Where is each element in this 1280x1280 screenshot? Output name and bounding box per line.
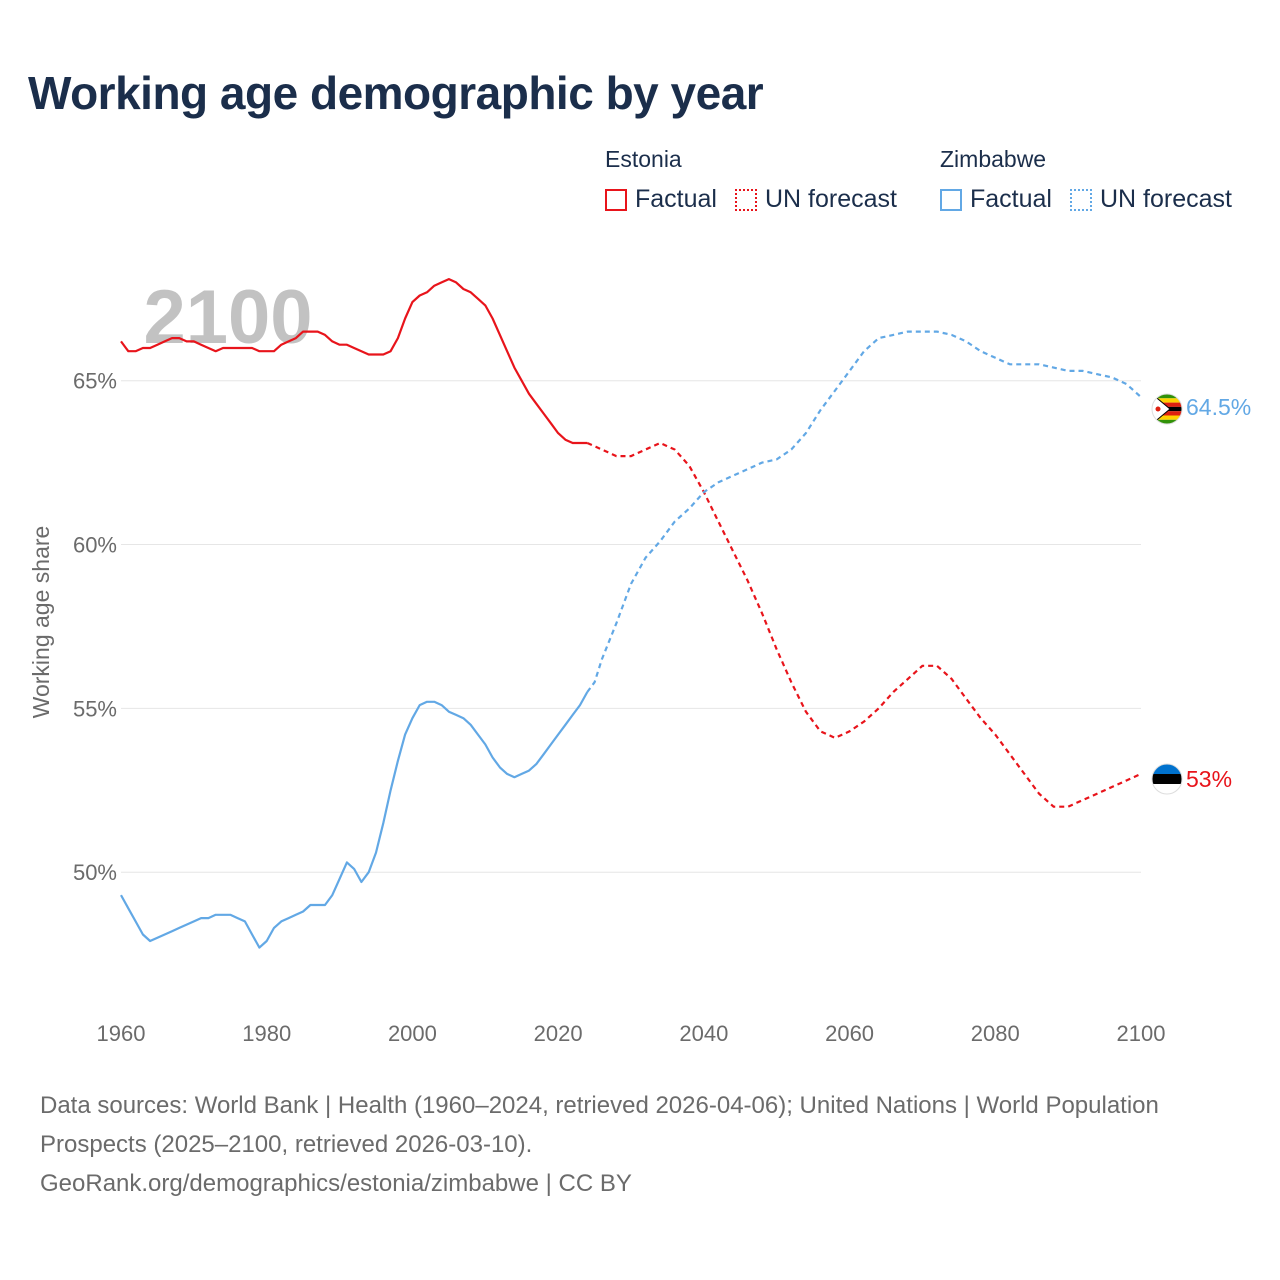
axes: 50% 55% 60% 65% 1960 1980 2000 2020 2040 2060 2080… — [73, 369, 1166, 1046]
x-tick-label-1980: 1980 — [242, 1021, 291, 1046]
year-watermark: 2100 — [143, 275, 312, 360]
end-label-zimbabwe: 64.5% — [1186, 394, 1251, 420]
legend-item-zimbabwe-forecast[interactable]: UN forecast — [1069, 185, 1232, 214]
line-chart: 50% 55% 60% 65% 1960 1980 2000 2020 2040 2060 2080… — [28, 275, 1251, 1046]
legend-swatch-zimbabwe-forecast — [1069, 188, 1092, 211]
y-tick-label-55: 55% — [73, 696, 117, 721]
x-tick-label-2000: 2000 — [388, 1021, 437, 1046]
legend-swatch-estonia-forecast — [734, 188, 757, 211]
legend-label-zimbabwe-forecast: UN forecast — [1099, 185, 1232, 213]
x-tick-label-2020: 2020 — [534, 1021, 583, 1046]
y-tick-label-50: 50% — [73, 860, 117, 885]
y-tick-label-60: 60% — [73, 533, 117, 558]
legend-swatch-estonia-factual — [605, 188, 627, 211]
footer: Data sources: World Bank | Health (1960–… — [40, 1086, 1240, 1203]
legend-label-estonia-factual: Factual — [635, 185, 717, 213]
series-line-zimbabwe-forecast — [586, 330, 1142, 693]
footer-link[interactable]: GeoRank.org/demographics/estonia/zimbabw… — [40, 1170, 632, 1197]
legend-label-estonia-forecast: UN forecast — [764, 185, 897, 213]
series-line-estonia-forecast — [586, 441, 1142, 808]
series-line-estonia-factual — [120, 278, 588, 445]
legend-item-estonia-forecast[interactable]: UN forecast — [734, 185, 897, 214]
end-label-estonia: 53% — [1186, 766, 1232, 792]
legend-item-estonia-factual[interactable]: Factual — [605, 185, 717, 214]
legend-heading-estonia: Estonia — [605, 146, 682, 172]
x-tick-label-2060: 2060 — [825, 1021, 874, 1046]
y-axis-label: Working age share — [28, 526, 54, 719]
legend-group-zimbabwe: Zimbabwe Factual UN forecast — [940, 146, 1250, 214]
x-tick-label-2100: 2100 — [1117, 1021, 1166, 1046]
footer-sources: Data sources: World Bank | Health (1960–… — [40, 1092, 1159, 1158]
grid-lines — [121, 380, 1141, 873]
estonia-flag-icon — [1152, 764, 1182, 794]
legend-heading-zimbabwe: Zimbabwe — [940, 146, 1047, 172]
series-lines — [120, 278, 1142, 949]
x-tick-label-1960: 1960 — [97, 1021, 146, 1046]
y-tick-label-65: 65% — [73, 369, 117, 394]
x-tick-label-2080: 2080 — [971, 1021, 1020, 1046]
series-line-zimbabwe-factual — [120, 691, 589, 949]
chart-title: Working age demographic by year — [28, 67, 764, 119]
zimbabwe-flag-icon — [1152, 394, 1182, 424]
legend-group-estonia: Estonia Factual UN forecast — [605, 146, 915, 214]
legend-swatch-zimbabwe-factual — [940, 188, 962, 211]
legend-label-zimbabwe-factual: Factual — [970, 185, 1052, 213]
legend-item-zimbabwe-factual[interactable]: Factual — [940, 185, 1052, 214]
x-tick-label-2040: 2040 — [679, 1021, 728, 1046]
